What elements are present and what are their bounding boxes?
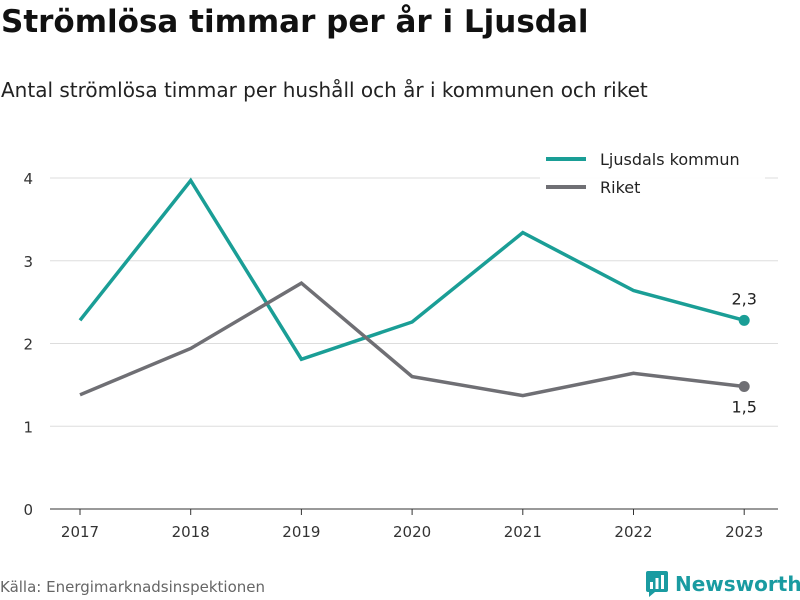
bar-chart-icon <box>646 571 668 597</box>
series-line-kommun <box>78 177 745 362</box>
x-tick-label-2023: 2023 <box>725 523 763 541</box>
axes: 0 1 2 3 4 2017 2018 2019 2020 2021 2022 2023 <box>23 170 778 541</box>
legend-label-riket: Riket <box>600 178 640 197</box>
brand-logo: Newsworthy <box>645 570 800 598</box>
x-tick-label-2018: 2018 <box>172 523 210 541</box>
series-line-riket <box>79 280 745 398</box>
y-tick-label-2: 2 <box>23 336 33 354</box>
end-label-riket: 1,5 <box>731 398 756 417</box>
chart-title: Strömlösa timmar per år i Ljusdal <box>1 4 589 40</box>
grid-lines <box>50 177 778 427</box>
end-point-kommun <box>738 314 750 326</box>
x-tick-label-2017: 2017 <box>61 523 99 541</box>
y-tick-label-4: 4 <box>23 170 33 188</box>
x-tick-label-2020: 2020 <box>393 523 431 541</box>
legend: Ljusdals kommun Riket <box>540 145 765 207</box>
brand-name: Newsworthy <box>675 572 800 596</box>
y-tick-label-3: 3 <box>23 253 33 271</box>
y-tick-label-1: 1 <box>23 418 33 436</box>
x-tick-label-2019: 2019 <box>282 523 320 541</box>
x-tick-label-2021: 2021 <box>504 523 542 541</box>
end-point-riket <box>738 381 750 393</box>
y-tick-label-0: 0 <box>23 501 33 519</box>
legend-background <box>540 145 765 207</box>
end-label-kommun: 2,3 <box>731 289 756 308</box>
legend-label-kommun: Ljusdals kommun <box>600 150 740 169</box>
series-lines <box>78 177 750 398</box>
chart-subtitle: Antal strömlösa timmar per hushåll och å… <box>1 78 648 102</box>
source-note: Källa: Energimarknadsinspektionen <box>0 578 266 596</box>
x-tick-label-2022: 2022 <box>614 523 652 541</box>
data-labels: 2,3 1,5 <box>731 289 756 416</box>
